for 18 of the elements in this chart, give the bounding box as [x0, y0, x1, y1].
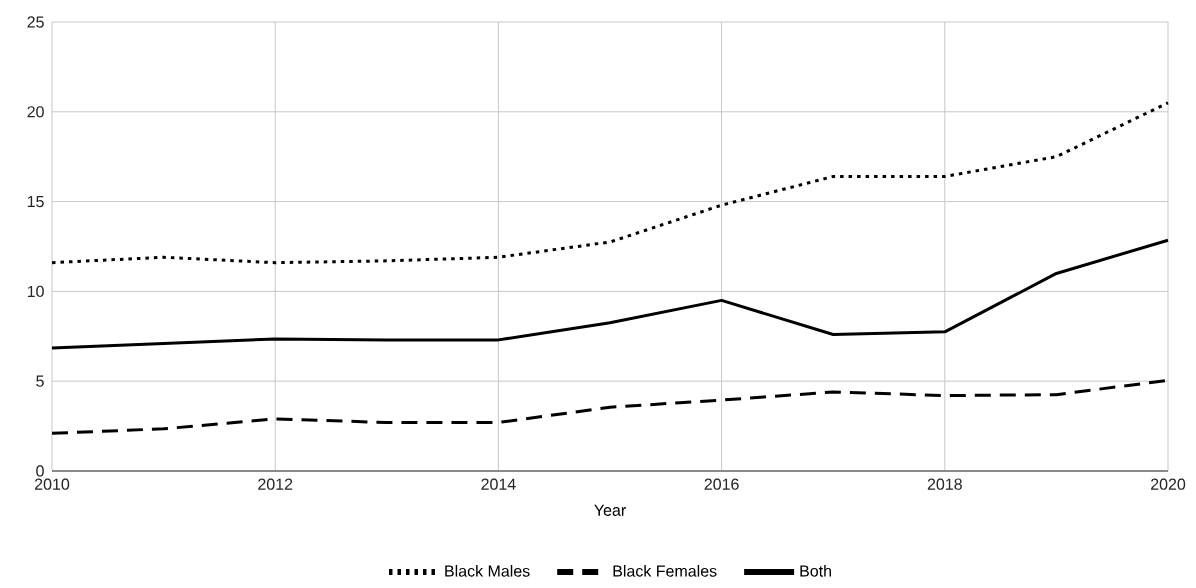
y-tick-label: 20 — [27, 106, 44, 118]
line-series — [50, 238, 1170, 350]
line-series — [50, 101, 1170, 265]
x-tick-label: 2014 — [481, 478, 516, 490]
y-tick-label: 10 — [27, 285, 44, 298]
y-tick-label: 5 — [36, 375, 44, 387]
y-tick-label: 25 — [27, 16, 44, 28]
legend-label: Both — [800, 564, 831, 577]
x-tick-label: 2018 — [927, 478, 962, 490]
y-tick-label: 0 — [36, 465, 44, 477]
legend-label: Black Males — [445, 564, 530, 577]
legend-label: Black Females — [613, 564, 717, 577]
x-axis-title: Year — [594, 504, 626, 516]
x-tick-label: 2016 — [704, 478, 739, 490]
x-tick-label: 2010 — [35, 478, 70, 490]
x-tick-label: 2020 — [1151, 478, 1186, 490]
y-tick-label: 15 — [27, 196, 44, 208]
x-tick-label: 2012 — [258, 478, 293, 490]
